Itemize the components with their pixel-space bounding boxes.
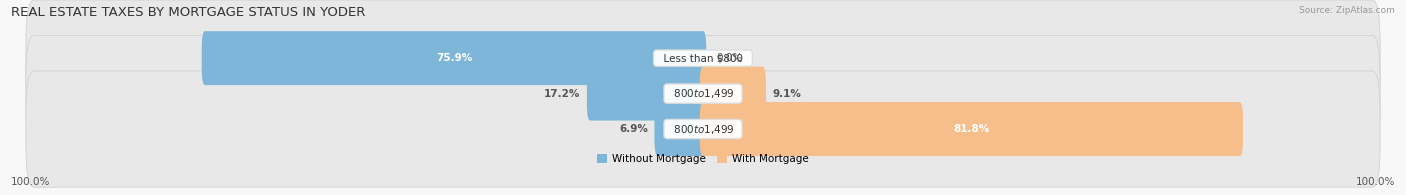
Text: $800 to $1,499: $800 to $1,499 [666,122,740,136]
FancyBboxPatch shape [201,31,706,85]
Text: 6.9%: 6.9% [619,124,648,134]
FancyBboxPatch shape [700,102,1243,156]
Text: 75.9%: 75.9% [436,53,472,63]
FancyBboxPatch shape [654,102,706,156]
Text: 9.1%: 9.1% [772,89,801,99]
Text: $800 to $1,499: $800 to $1,499 [666,87,740,100]
FancyBboxPatch shape [25,35,1381,152]
Text: Less than $800: Less than $800 [657,53,749,63]
Text: 0.0%: 0.0% [716,53,742,63]
Text: REAL ESTATE TAXES BY MORTGAGE STATUS IN YODER: REAL ESTATE TAXES BY MORTGAGE STATUS IN … [11,6,366,19]
FancyBboxPatch shape [586,67,706,121]
Legend: Without Mortgage, With Mortgage: Without Mortgage, With Mortgage [593,150,813,168]
FancyBboxPatch shape [25,0,1381,116]
Text: Source: ZipAtlas.com: Source: ZipAtlas.com [1299,6,1395,15]
Text: 81.8%: 81.8% [953,124,990,134]
Text: 100.0%: 100.0% [11,177,51,187]
FancyBboxPatch shape [700,67,766,121]
Text: 100.0%: 100.0% [1355,177,1395,187]
Text: 17.2%: 17.2% [544,89,581,99]
FancyBboxPatch shape [25,71,1381,187]
